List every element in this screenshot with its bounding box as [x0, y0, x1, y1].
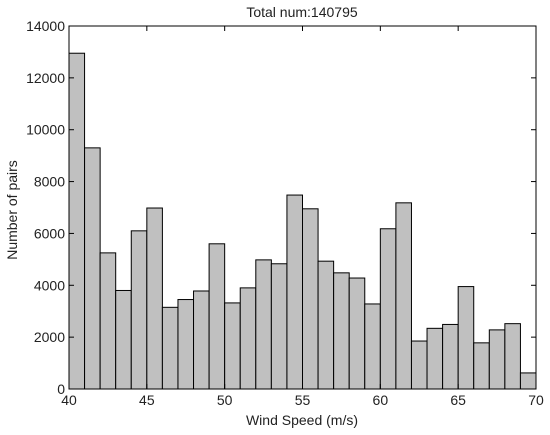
bar-53 — [270, 263, 288, 390]
x-tick-label: 50 — [217, 392, 233, 408]
bar-56 — [317, 260, 335, 390]
y-tick-label: 0 — [57, 381, 65, 397]
bars-group — [68, 52, 537, 390]
bar-48 — [193, 290, 210, 390]
bar-43 — [115, 289, 132, 390]
bar-62 — [410, 340, 428, 390]
bar-57 — [333, 272, 350, 390]
y-tick-label: 2000 — [34, 329, 65, 345]
bar-64 — [442, 323, 459, 390]
bar-54 — [286, 194, 303, 390]
x-tick-label: 45 — [139, 392, 155, 408]
y-tick-label: 6000 — [34, 225, 65, 241]
bar-66 — [473, 342, 490, 390]
bar-63 — [426, 327, 444, 390]
bar-44 — [130, 230, 148, 390]
bar-60 — [379, 228, 397, 390]
x-tick-label: 40 — [61, 392, 77, 408]
x-tick-label: 65 — [450, 392, 466, 408]
bar-47 — [177, 299, 195, 390]
bar-51 — [239, 287, 257, 390]
bar-55 — [302, 208, 319, 390]
y-tick-label: 12000 — [26, 70, 65, 86]
plot-frame — [68, 25, 537, 390]
bar-61 — [395, 202, 412, 390]
bar-46 — [161, 306, 179, 390]
chart-title: Total num:140795 — [246, 4, 358, 20]
y-axis-ticks: 0 2000 4000 6000 8000 10000 12000 14000 — [26, 18, 536, 397]
x-tick-label: 70 — [528, 392, 544, 408]
bar-45 — [146, 207, 163, 390]
bar-50 — [224, 302, 241, 390]
bar-58 — [348, 277, 366, 390]
bar-69 — [519, 372, 537, 390]
x-tick-label: 55 — [295, 392, 311, 408]
y-tick-label: 8000 — [34, 174, 65, 190]
bar-67 — [488, 329, 506, 390]
bar-65 — [457, 286, 475, 390]
bar-59 — [364, 303, 381, 390]
bar-41 — [84, 147, 101, 390]
bar-52 — [255, 259, 272, 390]
x-axis-ticks: 40 45 50 55 60 65 70 — [61, 26, 544, 408]
bar-42 — [99, 252, 117, 390]
y-tick-label: 10000 — [26, 122, 65, 138]
bar-40 — [68, 52, 86, 390]
y-tick-label: 4000 — [34, 277, 65, 293]
bar-49 — [208, 243, 226, 390]
y-axis-title: Number of pairs — [4, 160, 20, 260]
x-axis-title: Wind Speed (m/s) — [246, 412, 358, 428]
bar-68 — [504, 323, 521, 390]
x-tick-label: 60 — [373, 392, 389, 408]
y-tick-label: 14000 — [26, 18, 65, 34]
